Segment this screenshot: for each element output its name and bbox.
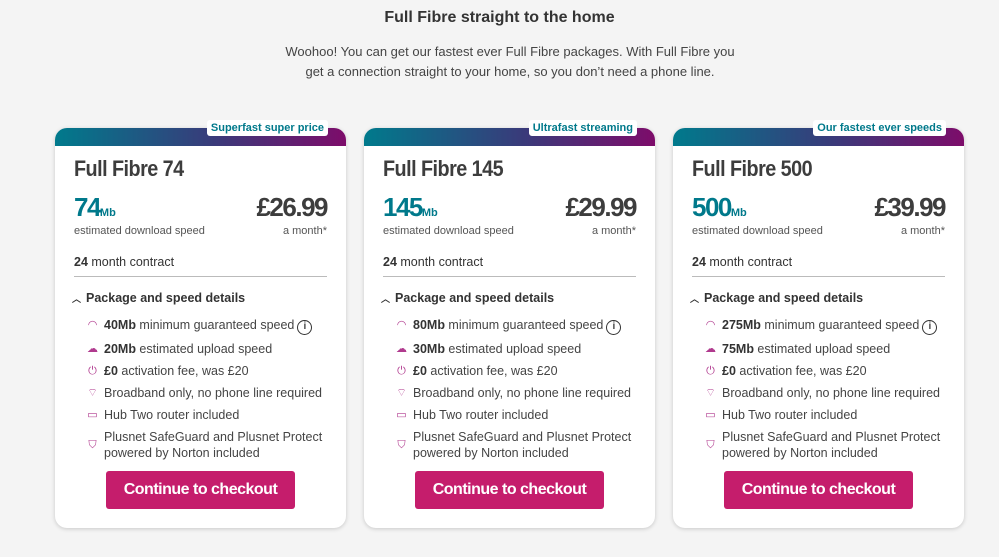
feature-list: ◠ 80Mb minimum guaranteed speed i ☁ 30Mb es… [395,317,636,461]
monthly-price: £26.99 [256,192,328,222]
list-item: ☁ 30Mb estimated upload speed [396,342,582,356]
list-item: ⏻ £0 activation fee, was £20 [86,363,327,379]
contract-length: 24 month contract [692,255,945,277]
feature-list: ◠ 40Mb minimum guaranteed speed i ☁ 20Mb es… [86,317,327,461]
upload-cloud-icon: ☁ [705,343,716,355]
shield-icon: ⛉ [88,439,97,451]
chevron-up-icon: ︿ [690,293,700,304]
download-speed: 500Mb [692,192,747,222]
router-icon: ▭ [87,409,98,421]
contract-length: 24 month contract [74,255,327,277]
contract-length: 24 month contract [383,255,636,277]
shield-icon: ⛉ [706,439,715,451]
list-item: ◠ 275Mb minimum guaranteed speed i [704,317,945,335]
package-name: Full Fibre 145 [383,156,504,181]
continue-to-checkout-button[interactable]: Continue to checkout [106,471,295,509]
list-item: ⌔ Broadband only, no phone line required [87,386,322,400]
speed-label: estimated download speed [74,225,205,237]
list-item: ⌔ Broadband only, no phone line required [705,386,940,400]
speedometer-icon: ◠ [396,319,407,331]
speedometer-icon: ◠ [87,319,98,331]
list-item: ▭ Hub Two router included [705,408,858,422]
price-label: a month* [591,225,636,237]
wifi-icon: ⌔ [396,387,407,399]
info-icon[interactable]: i [922,320,938,335]
upload-cloud-icon: ☁ [87,343,98,355]
package-details-toggle[interactable]: ︿ Package and speed details [690,291,864,305]
speed-label: estimated download speed [692,225,823,237]
download-speed: 145Mb [383,192,438,222]
list-item: ☁ 75Mb estimated upload speed [705,342,891,356]
package-name: Full Fibre 74 [74,156,184,181]
list-item: ◠ 40Mb minimum guaranteed speed i [86,317,327,335]
shield-icon: ⛉ [397,439,406,451]
package-name: Full Fibre 500 [692,156,813,181]
speed-label: estimated download speed [383,225,514,237]
package-badge: Our fastest ever speeds [813,120,946,136]
package-card: Superfast super price Full Fibre 74 74Mb… [55,120,346,528]
wifi-icon: ⌔ [87,387,98,399]
continue-to-checkout-button[interactable]: Continue to checkout [724,471,913,509]
list-item: ⛉ Plusnet SafeGuard and Plusnet Protect p… [395,429,636,461]
wifi-icon: ⌔ [705,387,716,399]
info-icon[interactable]: i [297,320,313,335]
list-item: ⛉ Plusnet SafeGuard and Plusnet Protect p… [704,429,945,461]
list-item: ⏻ £0 activation fee, was £20 [704,363,945,379]
router-icon: ▭ [705,409,716,421]
page-title: Full Fibre straight to the home [384,9,615,26]
list-item: ◠ 80Mb minimum guaranteed speed i [395,317,636,335]
list-item: ▭ Hub Two router included [87,408,240,422]
package-badge: Ultrafast streaming [528,120,637,136]
monthly-price: £39.99 [874,192,946,222]
download-speed: 74Mb [74,192,116,222]
price-label: a month* [900,225,945,237]
list-item: ☁ 20Mb estimated upload speed [87,342,273,356]
speedometer-icon: ◠ [705,319,716,331]
power-icon: ⏻ [706,365,715,377]
monthly-price: £29.99 [565,192,637,222]
power-icon: ⏻ [397,365,406,377]
list-item: ⏻ £0 activation fee, was £20 [395,363,636,379]
list-item: ⌔ Broadband only, no phone line required [396,386,631,400]
chevron-up-icon: ︿ [72,293,82,304]
continue-to-checkout-button[interactable]: Continue to checkout [415,471,604,509]
list-item: ⛉ Plusnet SafeGuard and Plusnet Protect p… [86,429,327,461]
package-details-toggle[interactable]: ︿ Package and speed details [72,291,246,305]
chevron-up-icon: ︿ [381,293,391,304]
package-details-toggle[interactable]: ︿ Package and speed details [381,291,555,305]
package-badge: Superfast super price [206,120,328,136]
package-card: Our fastest ever speeds Full Fibre 500 5… [673,120,964,528]
info-icon[interactable]: i [606,320,622,335]
list-item: ▭ Hub Two router included [396,408,549,422]
feature-list: ◠ 275Mb minimum guaranteed speed i ☁ 75Mb e… [704,317,945,461]
package-card: Ultrafast streaming Full Fibre 145 145Mb… [364,120,655,528]
router-icon: ▭ [396,409,407,421]
intro-text: Woohoo! You can get our fastest ever Ful… [285,44,735,79]
power-icon: ⏻ [88,365,97,377]
price-label: a month* [282,225,327,237]
upload-cloud-icon: ☁ [396,343,407,355]
